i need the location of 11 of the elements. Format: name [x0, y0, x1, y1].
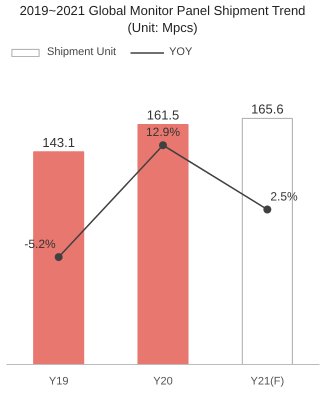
legend-label: YOY	[169, 46, 192, 58]
x-tick-label: Y21(F)	[250, 376, 284, 388]
data-label: 165.6	[251, 101, 284, 116]
data-label: 143.1	[42, 134, 75, 150]
data-label: 161.5	[146, 107, 180, 122]
chart-title: 2019~2021 Global Monitor Panel Shipment Trend (Unit: Mpcs)	[18, 2, 306, 36]
data-label: 12.9%	[146, 125, 180, 140]
x-tick-label: Y19	[48, 376, 68, 388]
data-label: 2.5%	[270, 189, 298, 204]
x-tick-label: Y20	[153, 376, 173, 388]
legend-label: Shipment Unit	[47, 46, 116, 58]
